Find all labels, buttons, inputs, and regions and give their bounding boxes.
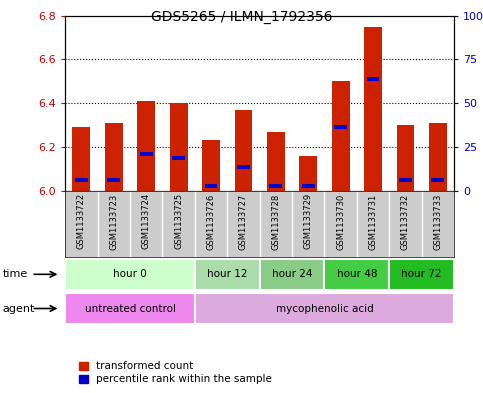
Bar	[429, 123, 447, 191]
Text: GSM1133731: GSM1133731	[369, 193, 378, 250]
Bar	[72, 127, 90, 191]
Bar	[204, 184, 217, 188]
Bar	[267, 132, 284, 191]
Legend: transformed count, percentile rank within the sample: transformed count, percentile rank withi…	[79, 361, 272, 384]
Text: hour 12: hour 12	[207, 269, 247, 279]
Text: GSM1133727: GSM1133727	[239, 193, 248, 250]
Bar	[65, 259, 195, 290]
Bar	[65, 293, 195, 324]
Bar	[399, 178, 412, 182]
Text: hour 24: hour 24	[272, 269, 313, 279]
Text: GSM1133729: GSM1133729	[304, 193, 313, 250]
Text: time: time	[2, 269, 28, 279]
Text: hour 48: hour 48	[337, 269, 377, 279]
Bar	[105, 123, 123, 191]
Text: GDS5265 / ILMN_1792356: GDS5265 / ILMN_1792356	[151, 10, 332, 24]
Bar	[195, 259, 260, 290]
Bar	[140, 152, 153, 156]
Text: untreated control: untreated control	[85, 303, 175, 314]
Text: GSM1133726: GSM1133726	[207, 193, 215, 250]
Text: GSM1133724: GSM1133724	[142, 193, 151, 250]
Bar	[195, 293, 454, 324]
Bar	[235, 110, 252, 191]
Text: agent: agent	[2, 303, 35, 314]
Bar	[172, 156, 185, 160]
Bar	[237, 165, 250, 169]
Bar	[302, 184, 315, 188]
Text: mycophenolic acid: mycophenolic acid	[275, 303, 373, 314]
Bar	[367, 77, 380, 81]
Text: GSM1133733: GSM1133733	[433, 193, 442, 250]
Text: GSM1133722: GSM1133722	[77, 193, 86, 250]
Bar	[75, 178, 88, 182]
Bar	[170, 103, 187, 191]
Bar	[431, 178, 444, 182]
Bar	[299, 156, 317, 191]
Bar	[137, 101, 155, 191]
Text: GSM1133732: GSM1133732	[401, 193, 410, 250]
Text: GSM1133728: GSM1133728	[271, 193, 280, 250]
Bar	[325, 259, 389, 290]
Bar	[334, 125, 347, 129]
Text: GSM1133730: GSM1133730	[336, 193, 345, 250]
Text: GSM1133725: GSM1133725	[174, 193, 183, 250]
Bar	[260, 259, 325, 290]
Bar	[202, 140, 220, 191]
Text: hour 0: hour 0	[113, 269, 147, 279]
Bar	[270, 184, 282, 188]
Text: hour 72: hour 72	[401, 269, 442, 279]
Bar	[332, 81, 350, 191]
Text: GSM1133723: GSM1133723	[109, 193, 118, 250]
Bar	[364, 27, 382, 191]
Bar	[389, 259, 454, 290]
Bar	[397, 125, 414, 191]
Bar	[107, 178, 120, 182]
